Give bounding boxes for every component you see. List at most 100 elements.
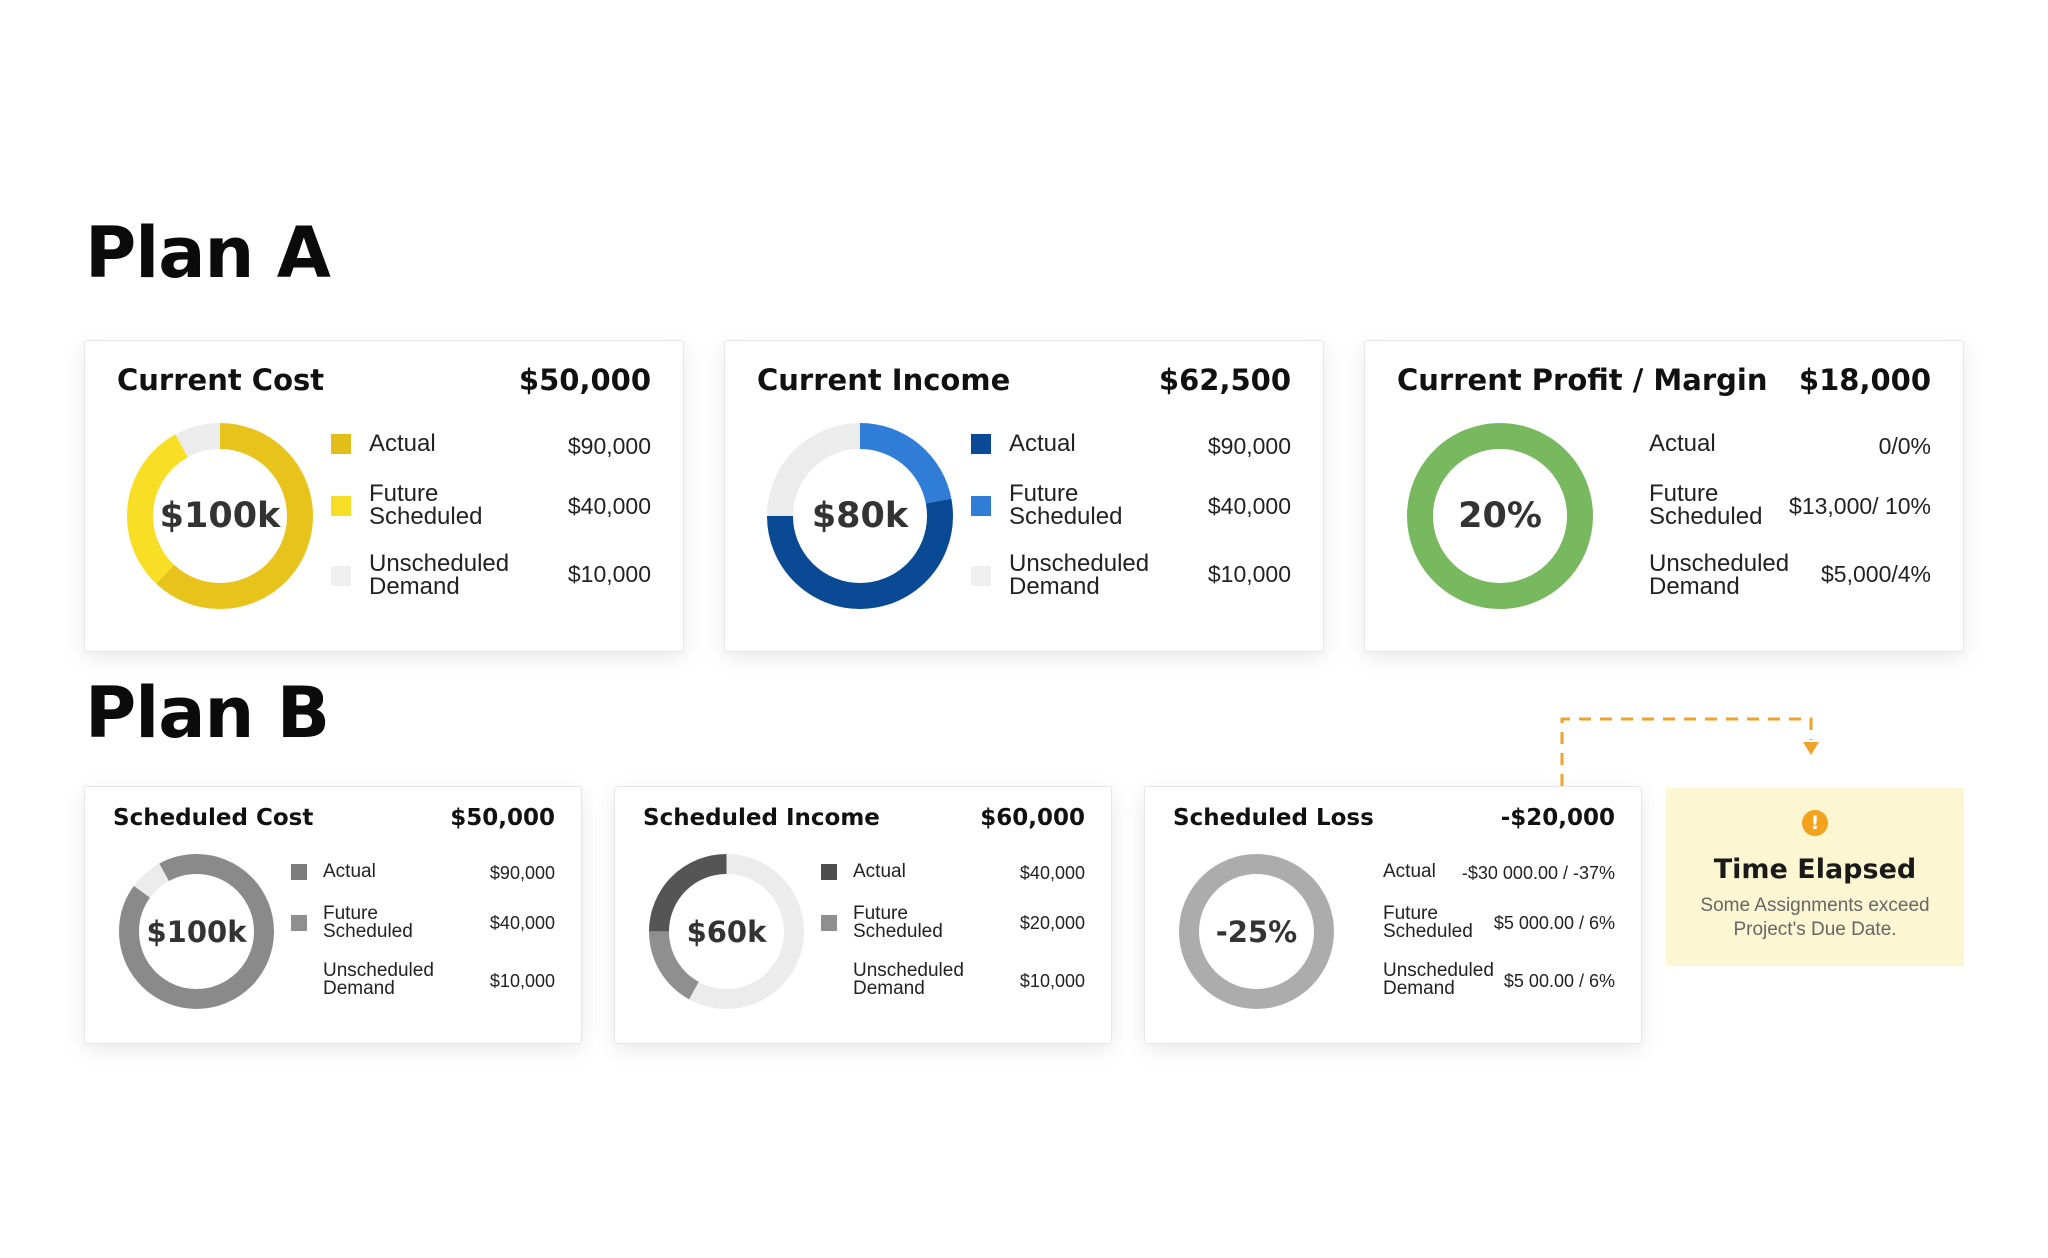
- legend-value: $40,000: [1207, 493, 1291, 519]
- donut-center-value: $100k: [159, 496, 281, 536]
- legend-label: Future Scheduled: [369, 480, 483, 530]
- donut-center-value: $100k: [146, 914, 247, 949]
- card-total: -$20,000: [1500, 805, 1615, 831]
- legend-swatch: [971, 565, 991, 586]
- legend-item: Actual: [821, 861, 906, 882]
- donut-chart: $100k: [127, 423, 313, 609]
- legend-label: Future Scheduled: [853, 903, 943, 943]
- legend-item: Unscheduled Demand: [1351, 961, 1503, 998]
- legend-label: Future Scheduled: [1383, 903, 1473, 943]
- card-header: Scheduled Loss -$20,000: [1145, 805, 1641, 831]
- legend-swatch: [331, 565, 351, 586]
- card-title: Current Cost: [117, 363, 325, 397]
- legend-label: Actual: [1649, 430, 1716, 457]
- legend-value: $5 00.00 / 6%: [1503, 971, 1615, 991]
- donut-ring: [767, 423, 953, 609]
- legend-label: Unscheduled Demand: [853, 960, 964, 1000]
- card-title: Current Income: [757, 363, 1011, 397]
- legend-item: Future Scheduled: [821, 903, 973, 943]
- legend-swatch: [291, 864, 307, 881]
- legend-item: Unscheduled Demand: [971, 550, 1159, 600]
- alert-title: Time Elapsed: [1713, 854, 1917, 885]
- legend-item: Actual: [1611, 430, 1716, 457]
- legend-label: Future Scheduled: [1009, 480, 1123, 530]
- legend-swatch: [971, 434, 991, 455]
- alert-message: Some Assignments exceed Project's Due Da…: [1700, 895, 1930, 940]
- plan-b-title: Plan B: [85, 672, 330, 754]
- legend-value: $13,000/ 10%: [1789, 493, 1931, 519]
- donut-ring: [1179, 854, 1334, 1009]
- legend-item: Future Scheduled: [1351, 903, 1503, 943]
- donut-segment-3: [649, 854, 804, 1009]
- legend-item: Unscheduled Demand: [291, 960, 443, 1000]
- donut-ring: [1407, 423, 1593, 609]
- legend-item: Unscheduled Demand: [1611, 550, 1799, 600]
- legend-label: Unscheduled Demand: [369, 550, 510, 600]
- legend-label: Unscheduled Demand: [1649, 550, 1790, 600]
- legend-item: Actual: [1351, 861, 1436, 882]
- legend-label: Actual: [1383, 861, 1436, 882]
- plan-a-card-3: Current Profit / Margin $18,000 20% Actual 0…: [1364, 340, 1964, 652]
- donut-segment-2: [649, 854, 804, 1009]
- legend-swatch: [821, 864, 837, 881]
- legend-value: -$30 000.00 / -37%: [1461, 863, 1615, 883]
- legend-value: $10,000: [567, 561, 651, 587]
- legend-value: $90,000: [489, 863, 555, 883]
- donut-segment-1: [1179, 854, 1334, 1009]
- donut-chart: -25%: [1179, 854, 1334, 1009]
- legend-swatch: [971, 495, 991, 516]
- card-total: $62,500: [1158, 363, 1291, 397]
- legend-item: Unscheduled Demand: [331, 550, 519, 600]
- legend-label: Actual: [1009, 430, 1076, 457]
- donut-center-value: -25%: [1215, 914, 1298, 949]
- card-total: $60,000: [980, 805, 1085, 831]
- connector-arrow: [1803, 742, 1819, 755]
- legend-value: $90,000: [567, 433, 651, 459]
- card-title: Scheduled Income: [643, 805, 880, 831]
- legend-value: $10,000: [489, 971, 555, 991]
- legend-item: Future Scheduled: [331, 480, 519, 530]
- legend-item: Actual: [331, 430, 436, 457]
- legend-label: Future Scheduled: [323, 903, 413, 943]
- plan-a-card-1: Current Cost $50,000 $100k Actual $90,000 Fut…: [84, 340, 684, 652]
- legend-value: $40,000: [567, 493, 651, 519]
- donut-ring: [127, 423, 313, 609]
- legend-label: Future Scheduled: [1649, 480, 1763, 530]
- card-header: Scheduled Income $60,000: [615, 805, 1111, 831]
- card-total: $50,000: [450, 805, 555, 831]
- donut-chart: $100k: [119, 854, 274, 1009]
- legend-label: Unscheduled Demand: [323, 960, 434, 1000]
- donut-segment-3: [127, 423, 313, 609]
- legend-label: Actual: [853, 861, 906, 882]
- card-title: Scheduled Loss: [1173, 805, 1374, 831]
- legend-swatch: [331, 495, 351, 516]
- donut-center-value: $80k: [811, 496, 909, 536]
- legend-value: $10,000: [1207, 561, 1291, 587]
- card-total: $50,000: [518, 363, 651, 397]
- legend-value: 0/0%: [1878, 433, 1931, 459]
- legend-item: Actual: [291, 862, 376, 881]
- donut-ring: [119, 854, 274, 1009]
- card-header: Current Cost $50,000: [85, 363, 683, 397]
- card-title: Current Profit / Margin: [1397, 363, 1768, 397]
- card-title: Scheduled Cost: [113, 805, 314, 831]
- legend-label: Unscheduled Demand: [1009, 550, 1150, 600]
- donut-segment-2: [767, 423, 953, 609]
- donut-segment-1: [767, 423, 953, 609]
- donut-chart: 20%: [1407, 423, 1593, 609]
- legend-label: Actual: [369, 430, 436, 457]
- plan-a-title: Plan A: [85, 212, 331, 294]
- donut-segment-3: [119, 854, 274, 1009]
- legend-value: $40,000: [489, 913, 555, 933]
- legend-item: Future Scheduled: [291, 903, 443, 943]
- donut-chart: $60k: [649, 854, 804, 1009]
- legend-value: $10,000: [1019, 971, 1085, 991]
- warning-icon: !: [1802, 810, 1828, 836]
- legend-item: Future Scheduled: [971, 480, 1159, 530]
- legend-value: $90,000: [1207, 433, 1291, 459]
- legend-value: $5,000/4%: [1821, 561, 1931, 587]
- donut-chart: $80k: [767, 423, 953, 609]
- legend-item: Future Scheduled: [1611, 480, 1799, 530]
- card-header: Scheduled Cost $50,000: [85, 805, 581, 831]
